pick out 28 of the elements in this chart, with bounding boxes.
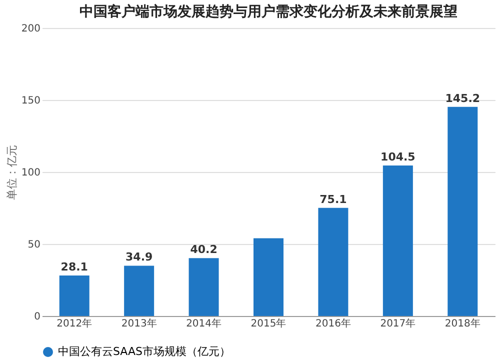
text: 75.1	[320, 192, 347, 206]
text: 145.2	[445, 92, 480, 105]
text: 40.2	[190, 243, 218, 256]
x-tick-label: 2016年	[315, 318, 351, 330]
y-tick-label: 0	[34, 312, 40, 322]
bar	[318, 208, 348, 316]
bar	[59, 276, 90, 316]
chart-title: 中国客户端市场发展趋势与用户需求变化分析及未来前景展望	[80, 3, 458, 20]
y-tick-label: 100	[21, 168, 40, 178]
bar	[254, 238, 284, 316]
y-tick-label: 50	[28, 240, 40, 250]
bar	[382, 166, 413, 316]
text: 104.5	[380, 150, 416, 164]
y-axis-title: 单位：亿元	[5, 145, 18, 200]
bar	[448, 106, 478, 316]
x-tick-label: 2013年	[121, 318, 157, 330]
y-tick-label: 150	[21, 96, 40, 106]
x-tick-label: 2017年	[380, 318, 416, 330]
x-tick-label: 2012年	[56, 318, 92, 330]
y-tick-label: 200	[21, 24, 40, 34]
text: 34.9	[126, 250, 153, 264]
legend-label: 中国公有云SAAS市场规模（亿元）	[58, 345, 231, 358]
bar	[188, 258, 219, 316]
x-tick-label: 2018年	[444, 318, 480, 330]
bar	[124, 266, 154, 316]
x-tick-label: 2015年	[250, 318, 286, 330]
x-tick-label: 2014年	[186, 318, 222, 330]
text: 28.1	[60, 260, 88, 274]
